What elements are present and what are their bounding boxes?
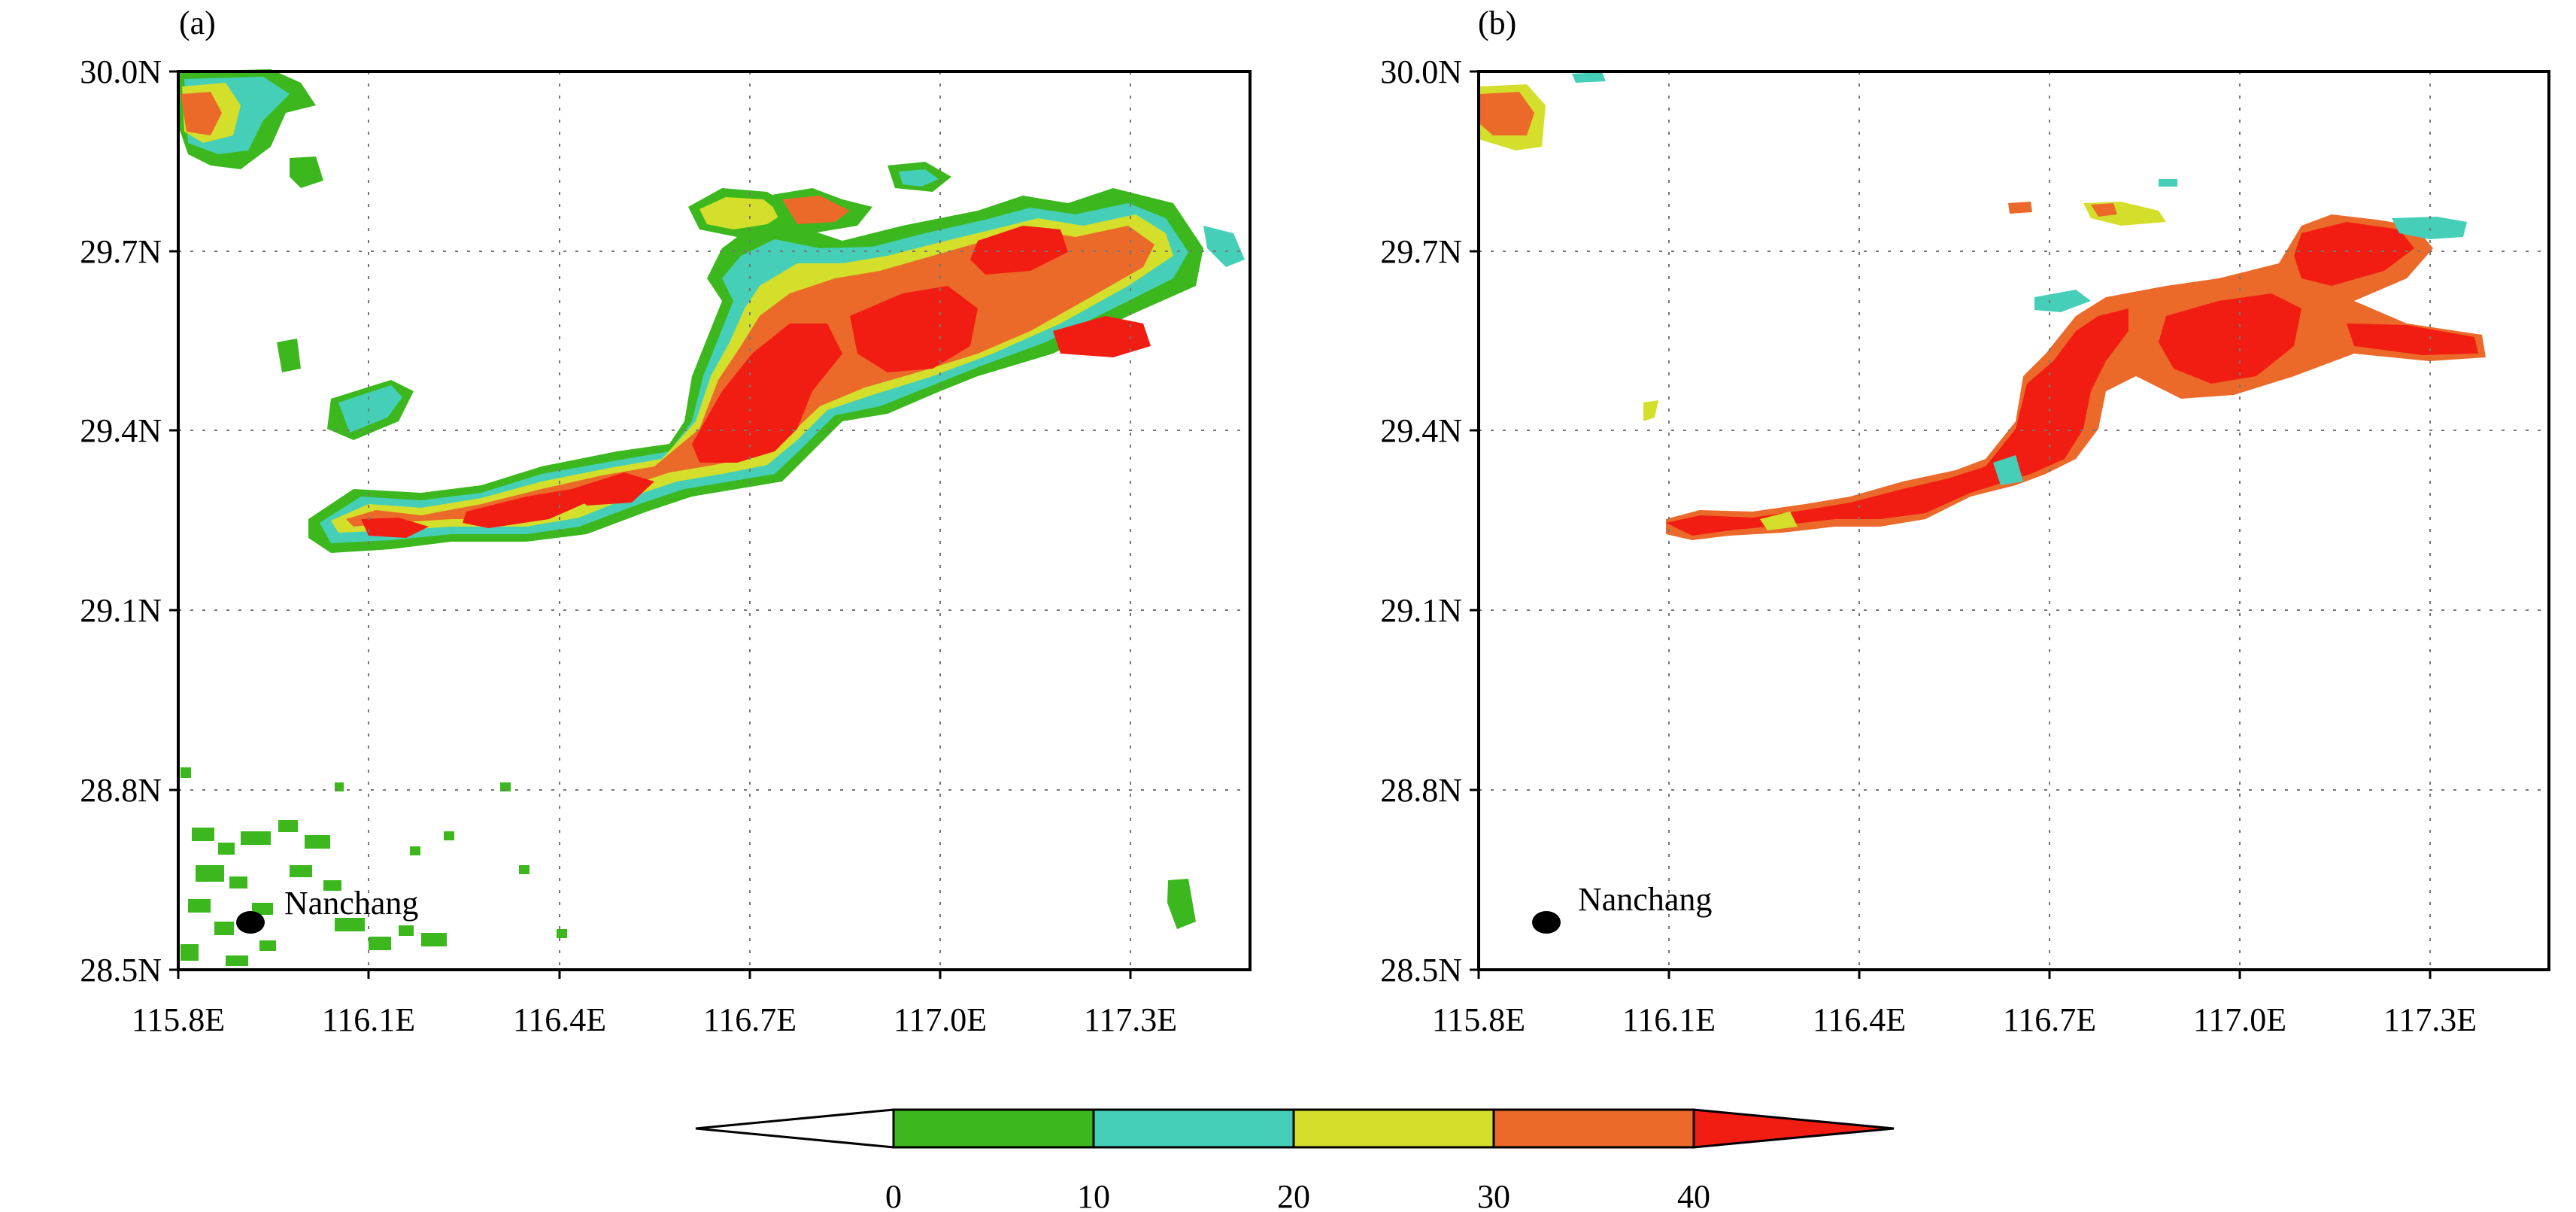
panel-b-precip-field bbox=[1479, 72, 2486, 540]
panel-b-frame bbox=[1477, 70, 2550, 971]
panel-a-ytick-label: 28.5N bbox=[80, 952, 162, 989]
panel-b-xtick-label: 117.3E bbox=[2383, 1001, 2477, 1038]
panel-a-y-axis: 30.0N 29.7N 29.4N 29.1N 28.8N 28.5N bbox=[80, 53, 178, 989]
colorbar-tick-label: 20 bbox=[1277, 1178, 1310, 1212]
panel-a-ytick-label: 29.1N bbox=[80, 592, 162, 629]
panel-b-label: (b) bbox=[1478, 5, 1516, 41]
panel-a-nanchang-marker bbox=[236, 911, 265, 934]
panel-b-ytick-label: 30.0N bbox=[1380, 53, 1462, 90]
panel-b-ytick-label: 28.8N bbox=[1380, 772, 1462, 809]
panel-b-ytick-label: 28.5N bbox=[1380, 952, 1462, 989]
colorbar-bin bbox=[1292, 1108, 1495, 1149]
panel-a-frame bbox=[177, 70, 1252, 971]
panel-b-x-axis: 115.8E 116.1E 116.4E 116.7E 117.0E 117.3… bbox=[1432, 970, 2477, 1038]
panel-b-grid bbox=[1479, 71, 2549, 970]
panel-b-nanchang-marker bbox=[1532, 911, 1561, 934]
panel-b-xtick-label: 116.7E bbox=[2003, 1001, 2096, 1038]
panel-a-xtick-label: 117.3E bbox=[1084, 1001, 1177, 1038]
panel-a-ytick-label: 28.8N bbox=[80, 772, 162, 809]
panel-a-xtick-label: 115.8E bbox=[132, 1001, 225, 1038]
colorbar-extend-high bbox=[1692, 1108, 1895, 1149]
panel-a-ytick-label: 29.4N bbox=[80, 412, 162, 449]
panel-a-ytick-label: 30.0N bbox=[80, 53, 162, 90]
colorbar-bin bbox=[1492, 1108, 1695, 1149]
panel-a-grid bbox=[178, 71, 1250, 970]
panel-a-xtick-label: 117.0E bbox=[894, 1001, 987, 1038]
panel-a-label: (a) bbox=[179, 5, 216, 41]
panel-b-xtick-label: 117.0E bbox=[2193, 1001, 2286, 1038]
panel-b: (b) bbox=[1380, 5, 2550, 1038]
panel-b-y-axis: 30.0N 29.7N 29.4N 29.1N 28.8N 28.5N bbox=[1380, 53, 1479, 989]
colorbar-extend-low bbox=[695, 1108, 895, 1149]
panel-b-xtick-label: 116.4E bbox=[1813, 1001, 1906, 1038]
colorbar-tick-label: 30 bbox=[1477, 1178, 1510, 1212]
panel-b-nanchang-label: Nanchang bbox=[1578, 881, 1712, 918]
panel-a-xtick-label: 116.1E bbox=[322, 1001, 415, 1038]
panel-a-xtick-label: 116.7E bbox=[703, 1001, 796, 1038]
panel-b-ytick-label: 29.1N bbox=[1380, 592, 1462, 629]
colorbar-tick-label: 0 bbox=[885, 1178, 902, 1212]
panel-b-ytick-label: 29.4N bbox=[1380, 412, 1462, 449]
colorbar-tick-label: 40 bbox=[1677, 1178, 1710, 1212]
colorbar-tick-label: 10 bbox=[1077, 1178, 1110, 1212]
colorbar-bin bbox=[892, 1108, 1095, 1149]
panel-b-xtick-label: 115.8E bbox=[1432, 1001, 1525, 1038]
colorbar: 0 10 20 30 40 bbox=[695, 1108, 1895, 1212]
panel-b-xtick-label: 116.1E bbox=[1622, 1001, 1716, 1038]
panel-a-nanchang-label: Nanchang bbox=[284, 885, 418, 922]
panel-a: (a) bbox=[80, 5, 1252, 1038]
panel-a-x-axis: 115.8E 116.1E 116.4E 116.7E 117.0E 117.3… bbox=[132, 970, 1177, 1038]
panel-b-ytick-label: 29.7N bbox=[1380, 233, 1462, 270]
colorbar-bin bbox=[1092, 1108, 1295, 1149]
panel-a-ytick-label: 29.7N bbox=[80, 233, 162, 270]
panel-a-xtick-label: 116.4E bbox=[513, 1001, 606, 1038]
panel-a-precip-field bbox=[179, 69, 1245, 966]
